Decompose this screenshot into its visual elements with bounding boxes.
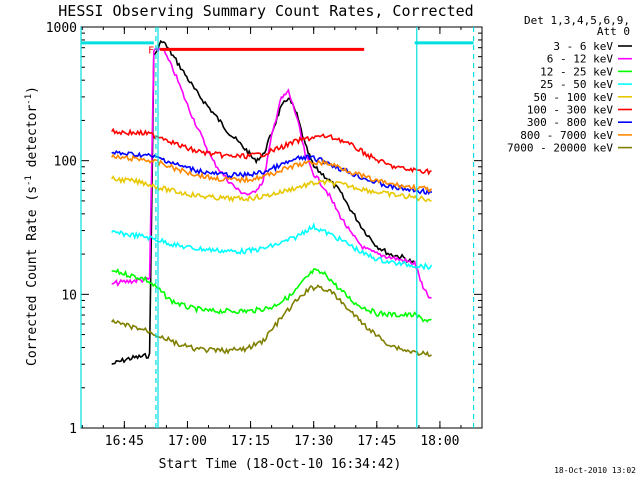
y-axis-title-c: ) [25,86,40,94]
plot-frame [80,26,483,429]
legend-label-7: 800 - 7000 keV [520,129,613,142]
series-line-4 [111,175,432,203]
y-tick-label-2: 100 [54,155,77,170]
x-tick-label-3: 17:30 [294,434,333,449]
legend-label-4: 50 - 100 keV [534,91,614,104]
x-tick-label-2: 17:15 [231,434,270,449]
series-line-3 [111,222,433,271]
legend-label-0: 3 - 6 keV [553,40,613,53]
legend-label-5: 100 - 300 keV [527,104,613,117]
y-tick-label-3: 1000 [46,21,77,36]
x-tick-label-5: 18:00 [420,434,459,449]
y-axis-title-b: detector [25,105,40,176]
legend-header-1: Att 0 [597,25,630,38]
series-layer [111,39,433,365]
legend-label-2: 12 - 25 keV [540,65,613,78]
chart-title: HESSI Observing Summary Count Rates, Cor… [58,2,473,20]
series-line-7 [111,153,433,193]
series-line-2 [111,268,432,323]
y-tick-label-0: 1 [69,422,77,437]
flare-label: F [148,45,154,56]
legend-label-6: 300 - 800 keV [527,116,613,129]
series-line-8 [111,284,433,357]
legend-header-0: Det 1,3,4,5,6,9, [524,14,630,27]
timestamp-footer: 18-Oct-2010 13:02 [554,466,636,475]
x-tick-label-0: 16:45 [105,434,144,449]
x-tick-label-4: 17:45 [357,434,396,449]
y-axis-title-a: Corrected Count Rate (s [25,186,40,366]
series-line-0 [111,39,416,365]
series-line-5 [111,127,432,176]
legend-label-1: 6 - 12 keV [547,53,614,66]
flag-layer: F [80,27,475,428]
legend-label-3: 25 - 50 keV [540,78,613,91]
x-axis-title: Start Time (18-Oct-10 16:34:42) [159,457,402,472]
y-tick-label-1: 10 [61,288,77,303]
x-tick-label-1: 17:00 [168,434,207,449]
y-axis-title-sup1: -1 [24,175,34,186]
y-axis-title-sup2: -1 [24,94,34,105]
y-axis-title: Corrected Count Rate (s-1 detector-1) [24,86,40,366]
legend-label-8: 7000 - 20000 keV [507,142,613,155]
frame-layer: 16:45 17:00 17:15 17:30 17:45 18:00 1 10 100 1000 [46,21,483,449]
